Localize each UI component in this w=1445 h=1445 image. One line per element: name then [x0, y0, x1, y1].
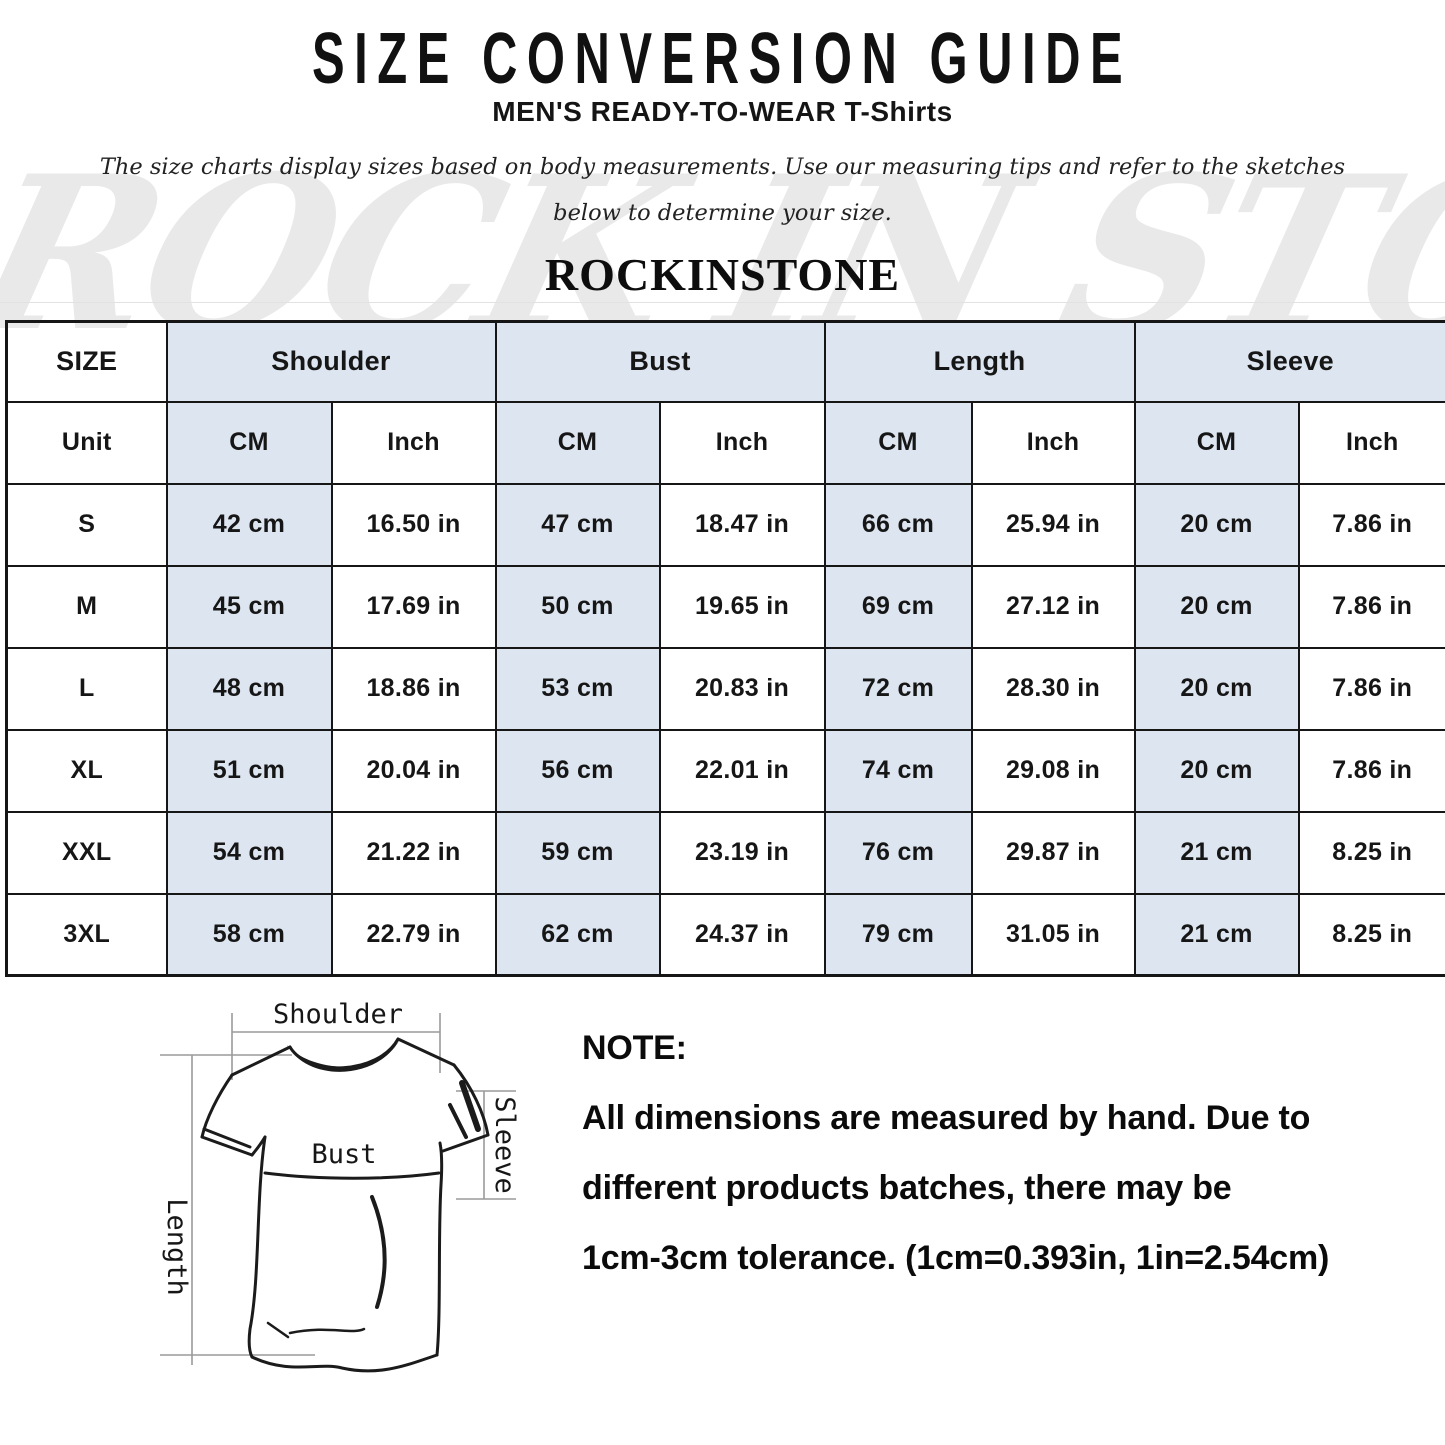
- value-cell: 8.25 in: [1297, 810, 1445, 895]
- value-cell: 74 cm: [823, 728, 973, 813]
- table-row: 3XL 58 cm 22.79 in 62 cm 24.37 in 79 cm …: [5, 892, 1445, 977]
- subtitle-product: T-Shirts: [844, 96, 953, 127]
- size-label: XL: [5, 728, 168, 813]
- size-label: XXL: [5, 810, 168, 895]
- value-cell: 69 cm: [823, 564, 973, 649]
- tshirt-measurement-diagram: Shoulder Bust Length Sleeve: [160, 999, 520, 1373]
- unit-label: Unit: [5, 400, 168, 485]
- table-row: XL 51 cm 20.04 in 56 cm 22.01 in 74 cm 2…: [5, 728, 1445, 813]
- value-cell: 8.25 in: [1297, 892, 1445, 977]
- table-header-row: SIZE Shoulder Bust Length Sleeve: [5, 320, 1445, 403]
- value-cell: 18.86 in: [330, 646, 497, 731]
- value-cell: 51 cm: [165, 728, 333, 813]
- value-cell: 20 cm: [1133, 564, 1300, 649]
- size-label: S: [5, 482, 168, 567]
- value-cell: 50 cm: [494, 564, 661, 649]
- description-line-1: The size charts display sizes based on b…: [99, 154, 1346, 180]
- value-cell: 18.47 in: [658, 482, 826, 567]
- table-row: L 48 cm 18.86 in 53 cm 20.83 in 72 cm 28…: [5, 646, 1445, 731]
- diagram-shoulder-label: Shoulder: [273, 999, 403, 1030]
- diagram-sleeve-label: Sleeve: [489, 1096, 520, 1194]
- page-subtitle: MEN'S READY-TO-WEAR T-Shirts: [0, 96, 1445, 144]
- value-cell: 56 cm: [494, 728, 661, 813]
- unit-cell: CM: [1133, 400, 1300, 485]
- value-cell: 20 cm: [1133, 728, 1300, 813]
- table-row: XXL 54 cm 21.22 in 59 cm 23.19 in 76 cm …: [5, 810, 1445, 895]
- unit-cell: Inch: [1297, 400, 1445, 485]
- size-conversion-table: SIZE Shoulder Bust Length Sleeve Unit CM…: [5, 320, 1445, 977]
- value-cell: 20.04 in: [330, 728, 497, 813]
- diagram-bust-label: Bust: [311, 1139, 376, 1170]
- value-cell: 21.22 in: [330, 810, 497, 895]
- value-cell: 66 cm: [823, 482, 973, 567]
- value-cell: 21 cm: [1133, 892, 1300, 977]
- value-cell: 54 cm: [165, 810, 333, 895]
- value-cell: 53 cm: [494, 646, 661, 731]
- value-cell: 7.86 in: [1297, 646, 1445, 731]
- value-cell: 59 cm: [494, 810, 661, 895]
- value-cell: 47 cm: [494, 482, 661, 567]
- measurement-guides: [160, 1013, 516, 1365]
- value-cell: 29.08 in: [970, 728, 1136, 813]
- value-cell: 20.83 in: [658, 646, 826, 731]
- value-cell: 48 cm: [165, 646, 333, 731]
- value-cell: 22.79 in: [330, 892, 497, 977]
- value-cell: 79 cm: [823, 892, 973, 977]
- value-cell: 76 cm: [823, 810, 973, 895]
- value-cell: 17.69 in: [330, 564, 497, 649]
- table-row: S 42 cm 16.50 in 47 cm 18.47 in 66 cm 25…: [5, 482, 1445, 567]
- value-cell: 20 cm: [1133, 646, 1300, 731]
- note-line-2: different products batches, there may be: [582, 1169, 1232, 1207]
- value-cell: 45 cm: [165, 564, 333, 649]
- subtitle-main: MEN'S READY-TO-WEAR: [492, 96, 837, 127]
- brand-name: ROCKINSTONE: [544, 249, 901, 300]
- value-cell: 21 cm: [1133, 810, 1300, 895]
- divider-line: [0, 302, 1445, 303]
- value-cell: 25.94 in: [970, 482, 1136, 567]
- size-label: L: [5, 646, 168, 731]
- size-label: M: [5, 564, 168, 649]
- value-cell: 29.87 in: [970, 810, 1136, 895]
- diagram-length-label: Length: [161, 1198, 192, 1296]
- value-cell: 22.01 in: [658, 728, 826, 813]
- tshirt-outline: [200, 1037, 490, 1373]
- note-line-1: All dimensions are measured by hand. Due…: [582, 1099, 1311, 1137]
- header-length: Length: [823, 320, 1136, 403]
- unit-cell: Inch: [658, 400, 826, 485]
- unit-cell: Inch: [970, 400, 1136, 485]
- table-row: M 45 cm 17.69 in 50 cm 19.65 in 69 cm 27…: [5, 564, 1445, 649]
- value-cell: 7.86 in: [1297, 728, 1445, 813]
- header-shoulder: Shoulder: [165, 320, 497, 403]
- value-cell: 16.50 in: [330, 482, 497, 567]
- value-cell: 42 cm: [165, 482, 333, 567]
- note-line-3: 1cm-3cm tolerance. (1cm=0.393in, 1in=2.5…: [582, 1239, 1330, 1277]
- value-cell: 7.86 in: [1297, 482, 1445, 567]
- value-cell: 24.37 in: [658, 892, 826, 977]
- unit-cell: CM: [823, 400, 973, 485]
- value-cell: 62 cm: [494, 892, 661, 977]
- header-sleeve: Sleeve: [1133, 320, 1445, 403]
- value-cell: 19.65 in: [658, 564, 826, 649]
- value-cell: 7.86 in: [1297, 564, 1445, 649]
- value-cell: 31.05 in: [970, 892, 1136, 977]
- header-size: SIZE: [5, 320, 168, 403]
- note-block: NOTE: All dimensions are measured by han…: [582, 1013, 1412, 1293]
- value-cell: 20 cm: [1133, 482, 1300, 567]
- note-heading: NOTE:: [582, 1029, 687, 1067]
- header-bust: Bust: [494, 320, 826, 403]
- size-label: 3XL: [5, 892, 168, 977]
- value-cell: 28.30 in: [970, 646, 1136, 731]
- value-cell: 58 cm: [165, 892, 333, 977]
- unit-cell: CM: [165, 400, 333, 485]
- description-line-2: below to determine your size.: [553, 200, 892, 226]
- table-unit-row: Unit CM Inch CM Inch CM Inch CM Inch: [5, 400, 1445, 485]
- unit-cell: CM: [494, 400, 661, 485]
- value-cell: 27.12 in: [970, 564, 1136, 649]
- value-cell: 23.19 in: [658, 810, 826, 895]
- unit-cell: Inch: [330, 400, 497, 485]
- page-title: SIZE CONVERSION GUIDE: [312, 19, 1133, 99]
- value-cell: 72 cm: [823, 646, 973, 731]
